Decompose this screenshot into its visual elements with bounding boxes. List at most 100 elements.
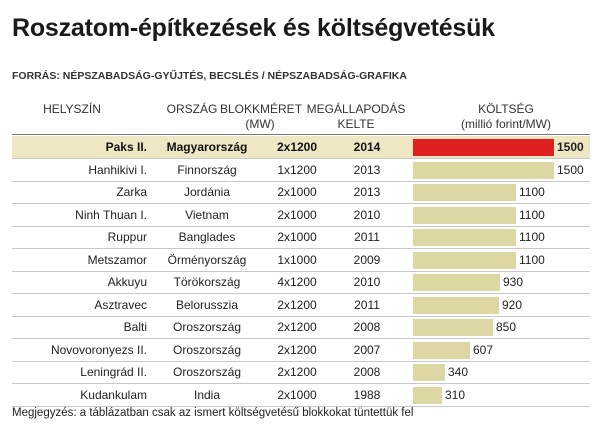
- row-separator: [12, 270, 590, 272]
- cost-value-label: 1100: [519, 252, 545, 267]
- row-separator: [12, 405, 590, 407]
- agreement-year-cell: 2007: [353, 342, 381, 357]
- cost-value-label: 1500: [557, 140, 584, 154]
- country-cell: Belorusszia: [175, 297, 239, 312]
- cost-value-label: 1100: [519, 230, 545, 244]
- agreement-year-cell: 2011: [354, 297, 380, 312]
- block-size-cell: 1x1000: [277, 252, 317, 267]
- row-separator: [12, 248, 590, 249]
- header-agreement-2: KELTE: [337, 117, 375, 131]
- location-cell: Asztravec: [94, 297, 147, 312]
- header-rule: [12, 134, 590, 135]
- cost-bar: [413, 341, 470, 359]
- cost-value-label: 310: [445, 387, 466, 402]
- table-row: Balti Oroszország 2x1200 2008 850: [12, 316, 590, 339]
- cost-value-label: 607: [473, 342, 494, 357]
- agreement-year-cell: 2009: [353, 252, 381, 267]
- table-row: Ruppur Banglades 2x1000 2011 1100: [12, 226, 590, 249]
- country-cell: Oroszország: [172, 365, 242, 379]
- footnote: Megjegyzés: a táblázatban csak az ismert…: [12, 407, 414, 419]
- cost-value-label: 920: [502, 297, 523, 312]
- block-size-cell: 2x1000: [277, 185, 317, 199]
- country-cell: India: [193, 387, 221, 402]
- agreement-year-cell: 2008: [353, 365, 381, 379]
- header-block-size-unit: (MW): [245, 117, 275, 131]
- location-cell: Kudankulam: [80, 387, 147, 402]
- country-cell: Jordánia: [183, 185, 231, 199]
- row-separator: [12, 225, 590, 227]
- country-cell: Oroszország: [172, 342, 242, 357]
- row-separator: [12, 360, 590, 362]
- country-cell: Örményország: [167, 252, 247, 267]
- block-size-cell: 2x1000: [277, 387, 317, 402]
- chart-title: Roszatom-építkezések és költségvetésük: [12, 14, 495, 42]
- country-cell: Törökország: [173, 275, 241, 289]
- block-size-cell: 2x1200: [277, 342, 317, 357]
- cost-bar: [413, 139, 554, 156]
- cost-value-label: 930: [503, 275, 524, 289]
- cost-value-label: 850: [496, 320, 517, 334]
- location-cell: Akkuyu: [107, 275, 147, 289]
- cost-bar: [413, 161, 554, 179]
- header-cost-unit: (millió forint/MW): [461, 117, 551, 131]
- block-size-cell: 2x1000: [277, 230, 317, 244]
- table-row: Paks II. Magyarország 2x1200 2014 1500: [12, 136, 590, 159]
- cost-value-label: 1100: [519, 185, 545, 199]
- country-cell: Oroszország: [172, 320, 242, 334]
- location-cell: Hanhikivi I.: [88, 162, 147, 177]
- row-separator: [12, 203, 590, 204]
- agreement-year-cell: 2010: [353, 207, 381, 222]
- header-country: ORSZÁG: [166, 102, 218, 116]
- block-size-cell: 2x1200: [277, 365, 317, 379]
- agreement-year-cell: 2010: [353, 275, 381, 289]
- cost-bar: [413, 364, 445, 381]
- row-separator: [12, 383, 590, 384]
- cost-bar: [413, 386, 442, 404]
- cost-value-label: 1500: [557, 162, 584, 177]
- header-cost: KÖLTSÉG: [478, 102, 534, 116]
- table-row: Leningrád II. Oroszország 2x1200 2008 340: [12, 361, 590, 384]
- country-cell: Finnország: [177, 162, 237, 177]
- table-row: Kudankulam India 2x1000 1988 310: [12, 384, 590, 407]
- cost-bar: [413, 274, 500, 291]
- cost-value-label: 1100: [519, 207, 545, 222]
- location-cell: Paks II.: [105, 140, 147, 154]
- row-separator: [12, 180, 590, 182]
- location-cell: Balti: [123, 320, 147, 334]
- block-size-cell: 1x1200: [277, 162, 317, 177]
- header-block-size: BLOKKMÉRET: [220, 102, 303, 116]
- cost-value-label: 340: [448, 365, 469, 379]
- country-cell: Banglades: [178, 230, 236, 244]
- cost-bar: [413, 251, 516, 269]
- location-cell: Ninh Thuan I.: [75, 207, 147, 222]
- location-cell: Zarka: [116, 185, 147, 199]
- block-size-cell: 2x1200: [277, 320, 317, 334]
- table-row: Novovoronyezs II. Oroszország 2x1200 2007 60…: [12, 339, 590, 362]
- block-size-cell: 2x1200: [276, 140, 318, 154]
- table-row: Zarka Jordánia 2x1000 2013 1100: [12, 181, 590, 204]
- country-cell: Magyarország: [166, 140, 248, 154]
- cost-bar: [413, 206, 516, 224]
- country-cell: Vietnam: [185, 207, 229, 222]
- location-cell: Metszamor: [87, 252, 147, 267]
- cost-bar: [413, 184, 516, 201]
- location-cell: Leningrád II.: [80, 365, 147, 379]
- cost-bar: [413, 296, 499, 314]
- agreement-year-cell: 2011: [354, 230, 380, 244]
- row-separator: [12, 158, 590, 159]
- source-line: FORRÁS: NÉPSZABADSÁG-GYŰJTÉS, BECSLÉS / …: [12, 70, 407, 82]
- header-agreement: MEGÁLLAPODÁS: [306, 102, 406, 116]
- agreement-year-cell: 2013: [353, 162, 381, 177]
- agreement-year-cell: 2013: [353, 185, 381, 199]
- block-size-cell: 4x1200: [277, 275, 317, 289]
- location-cell: Novovoronyezs II.: [50, 342, 147, 357]
- block-size-cell: 2x1000: [277, 207, 317, 222]
- agreement-year-cell: 2014: [353, 140, 381, 154]
- block-size-cell: 2x1200: [277, 297, 317, 312]
- table-row: Hanhikivi I. Finnország 1x1200 2013 1500: [12, 159, 590, 182]
- cost-bar: [413, 229, 516, 246]
- header-location: HELYSZÍN: [43, 102, 101, 116]
- agreement-year-cell: 1988: [353, 387, 381, 402]
- row-separator: [12, 293, 590, 294]
- row-separator: [12, 338, 590, 339]
